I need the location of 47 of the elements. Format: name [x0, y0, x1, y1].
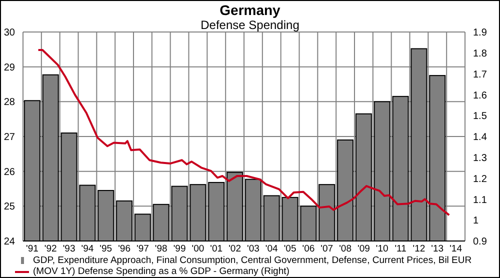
x-tick-label: '01	[210, 244, 223, 255]
y2-tick-label: 1	[473, 216, 479, 227]
y-tick-label: 25	[4, 202, 16, 213]
y2-tick-label: 1.8	[473, 48, 488, 60]
legend-label: (MOV 1Y) Defense Spending as a % GDP - Germany (Right)	[33, 266, 290, 277]
x-tick-label: '91	[26, 244, 38, 255]
y-tick-label: 29	[4, 62, 16, 74]
legend-label: GDP, Expenditure Approach, Final Consumption, Central Government, Defense, Current Prices, Bil EUR	[33, 255, 472, 266]
y2-tick-label: 1.3	[473, 152, 488, 164]
x-tick-label: '03	[247, 244, 260, 255]
y-tick-label: 28	[4, 97, 16, 108]
x-tick-label: '05	[284, 244, 296, 255]
x-tick-label: '12	[412, 244, 426, 255]
x-tick-label: '99	[173, 244, 186, 255]
y2-tick-label: 1.6	[473, 90, 488, 102]
x-tick-label: '93	[62, 244, 76, 255]
y-tick-label: 26	[4, 166, 16, 178]
x-tick-label: '14	[450, 244, 462, 255]
x-tick-label: '00	[192, 244, 204, 255]
y2-tick-label: 1.2	[473, 174, 488, 185]
y-tick-label: 30	[4, 28, 16, 39]
y2-tick-label: 1.5	[473, 111, 488, 122]
x-tick-label: '09	[358, 244, 370, 255]
x-tick-label: '04	[265, 244, 278, 255]
y2-tick-label: 1.1	[473, 194, 488, 206]
y2-tick-label: 1.9	[473, 28, 488, 39]
y2-tick-label: 1.7	[473, 69, 488, 80]
x-tick-label: '92	[44, 244, 57, 255]
chart-title: Germany	[218, 2, 282, 18]
x-tick-label: '13	[431, 244, 444, 255]
y-tick-label: 24	[4, 236, 16, 248]
x-tick-label: '06	[302, 244, 315, 255]
x-tick-label: '10	[376, 244, 388, 255]
x-tick-label: '11	[394, 244, 406, 255]
y-tick-label: 27	[4, 132, 16, 144]
x-tick-label: '07	[320, 244, 334, 255]
x-tick-label: '98	[154, 244, 168, 255]
x-tick-label: '02	[228, 244, 241, 255]
x-tick-label: '96	[118, 244, 130, 255]
line-series	[37, 48, 450, 216]
x-tick-label: '08	[339, 244, 352, 255]
y2-tick-label: 1.4	[473, 132, 488, 144]
y2-tick-label: 0.9	[473, 236, 488, 248]
x-tick-label: '94	[81, 244, 94, 255]
chart-subtitle: Defense Spending	[200, 18, 300, 32]
x-tick-label: '95	[100, 244, 112, 255]
x-tick-label: '97	[136, 244, 149, 255]
